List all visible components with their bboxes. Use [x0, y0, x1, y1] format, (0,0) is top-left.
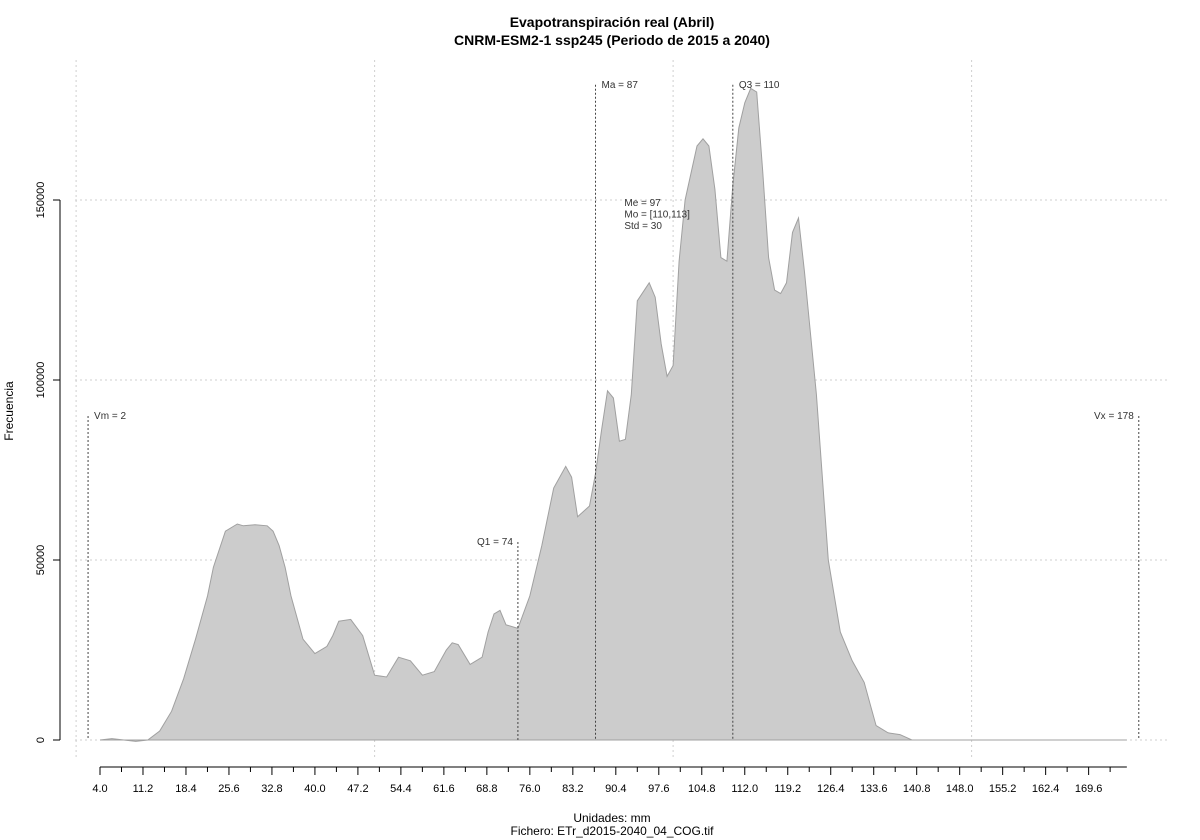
x-tick-label: 68.8: [476, 783, 497, 795]
x-tick-label: 40.0: [304, 783, 325, 795]
y-tick-label: 150000: [35, 182, 47, 219]
y-axis-label: Frecuencia: [2, 381, 16, 441]
x-tick-label: 112.0: [731, 783, 758, 795]
marker-label: Vx = 178: [1094, 411, 1134, 422]
x-tick-label: 11.2: [133, 783, 154, 795]
chart-subtitle: CNRM-ESM2-1 ssp245 (Periodo de 2015 a 20…: [454, 32, 770, 48]
annotations: Vm = 2 Q1 = 74 Ma = 87 Q3 = 110 Vx = 178 Me =…: [87, 80, 1140, 740]
chart-title: Evapotranspiración real (Abril): [510, 14, 715, 30]
footer-filename: Fichero: ETr_d2015-2040_04_COG.tif: [511, 824, 715, 838]
stats-line: Std = 30: [624, 221, 662, 232]
x-tick-label: 61.6: [433, 783, 454, 795]
y-tick-label: 100000: [35, 362, 47, 399]
x-tick-label: 32.8: [261, 783, 282, 795]
x-axis-label: Unidades: mm: [573, 811, 650, 825]
marker-label: Q3 = 110: [739, 80, 780, 91]
x-tick-label: 148.0: [946, 783, 974, 795]
density-area: [99, 87, 1127, 742]
axes: 0 50000 100000 150000 4.0 11.2 18.4 25.6 32.8 40.…: [35, 182, 1127, 795]
x-tick-label: 18.4: [175, 783, 196, 795]
x-tick-label: 76.0: [519, 783, 540, 795]
x-tick-label: 97.6: [648, 783, 669, 795]
marker-label: Vm = 2: [94, 411, 126, 422]
x-tick-label: 90.4: [605, 783, 626, 795]
x-tick-label: 140.8: [903, 783, 931, 795]
x-tick-label: 47.2: [347, 783, 368, 795]
y-tick-label: 50000: [35, 545, 47, 576]
x-tick-label: 104.8: [688, 783, 716, 795]
x-tick-label: 155.2: [989, 783, 1017, 795]
stats-line: Me = 97: [624, 198, 661, 209]
x-tick-label: 126.4: [817, 783, 845, 795]
x-tick-label: 25.6: [218, 783, 239, 795]
x-tick-label: 133.6: [860, 783, 888, 795]
marker-label: Ma = 87: [602, 80, 639, 91]
x-tick-label: 162.4: [1032, 783, 1060, 795]
y-tick-label: 0: [35, 737, 47, 743]
x-tick-label: 119.2: [774, 783, 801, 795]
x-tick-label: 4.0: [92, 783, 107, 795]
x-tick-label: 83.2: [562, 783, 583, 795]
stats-line: Mo = [110,113]: [624, 210, 690, 221]
x-tick-label: 169.6: [1075, 783, 1103, 795]
x-tick-label: 54.4: [390, 783, 411, 795]
marker-label: Q1 = 74: [477, 537, 513, 548]
area-series: [99, 87, 1127, 742]
